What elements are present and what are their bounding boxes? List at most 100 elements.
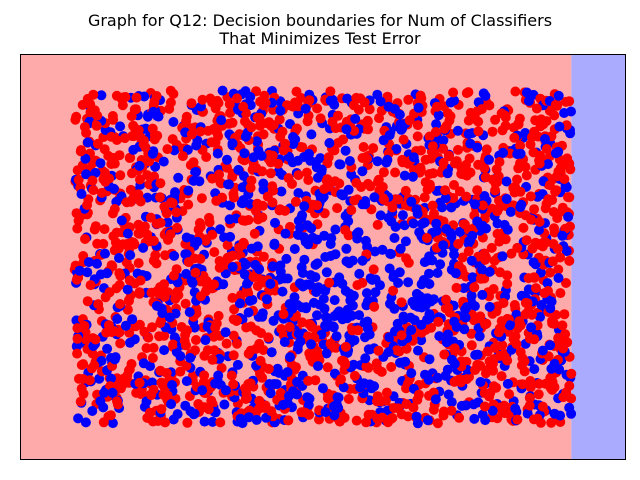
data-point-red xyxy=(557,320,568,331)
data-point-blue xyxy=(289,244,300,254)
data-point-red xyxy=(489,342,500,353)
data-point-red xyxy=(225,107,236,118)
data-point-red xyxy=(465,167,476,178)
data-point-red xyxy=(214,169,225,180)
data-point-blue xyxy=(80,153,91,164)
data-point-blue xyxy=(459,324,470,335)
data-point-blue xyxy=(245,100,256,111)
data-point-red xyxy=(131,92,142,103)
data-point-blue xyxy=(295,222,305,233)
data-point-blue xyxy=(445,97,456,108)
data-point-blue xyxy=(424,268,434,279)
data-point-red xyxy=(274,114,285,125)
data-point-red xyxy=(531,103,542,114)
data-point-red xyxy=(522,298,533,309)
data-point-red xyxy=(496,108,507,119)
data-point-red xyxy=(333,110,343,121)
data-point-red xyxy=(388,285,399,296)
data-point-red xyxy=(155,365,166,376)
data-point-red xyxy=(396,330,407,341)
data-point-red xyxy=(510,86,521,97)
data-point-red xyxy=(109,204,120,214)
data-point-red xyxy=(448,193,459,203)
data-point-red xyxy=(226,370,237,381)
data-point-red xyxy=(457,375,468,385)
data-point-blue xyxy=(360,235,371,246)
data-point-red xyxy=(263,332,274,343)
data-point-red xyxy=(207,354,218,365)
data-point-blue xyxy=(298,281,308,292)
data-point-red xyxy=(475,273,486,284)
data-point-blue xyxy=(147,148,158,159)
data-point-blue xyxy=(222,154,232,165)
data-point-blue xyxy=(424,309,435,320)
data-point-red xyxy=(181,111,192,122)
data-point-blue xyxy=(129,334,140,345)
data-point-red xyxy=(195,253,206,264)
data-point-blue xyxy=(115,121,126,132)
data-point-blue xyxy=(128,144,139,155)
data-point-red xyxy=(138,135,149,146)
data-point-red xyxy=(530,115,541,126)
data-point-blue xyxy=(312,310,322,321)
data-point-red xyxy=(180,298,191,309)
data-point-red xyxy=(561,387,572,398)
data-point-blue xyxy=(557,230,568,241)
data-point-blue xyxy=(293,328,304,339)
data-point-red xyxy=(362,116,373,127)
data-point-red xyxy=(515,140,526,151)
data-point-red xyxy=(520,309,531,320)
data-point-red xyxy=(227,117,238,128)
data-point-blue xyxy=(409,300,420,311)
data-point-red xyxy=(139,326,150,337)
data-point-blue xyxy=(83,257,94,268)
data-point-red xyxy=(509,132,520,143)
data-point-red xyxy=(150,250,161,261)
data-point-blue xyxy=(276,186,287,197)
data-point-red xyxy=(560,96,571,107)
data-point-red xyxy=(258,100,269,111)
data-point-red xyxy=(324,277,335,288)
data-point-blue xyxy=(498,147,508,158)
data-point-red xyxy=(155,178,166,189)
data-point-red xyxy=(420,154,431,165)
data-point-blue xyxy=(554,364,565,375)
data-point-red xyxy=(513,163,524,174)
data-point-red xyxy=(547,256,558,267)
data-point-red xyxy=(336,374,346,385)
data-point-red xyxy=(112,396,122,407)
data-point-red xyxy=(315,113,326,124)
data-point-blue xyxy=(434,331,445,342)
data-point-red xyxy=(194,218,205,228)
data-point-red xyxy=(168,339,179,350)
data-point-red xyxy=(122,238,133,249)
data-point-blue xyxy=(417,218,428,229)
data-point-red xyxy=(165,85,176,96)
data-point-red xyxy=(90,334,101,345)
data-point-blue xyxy=(504,320,515,331)
data-point-blue xyxy=(292,377,303,387)
data-point-blue xyxy=(502,378,513,389)
data-point-blue xyxy=(282,273,293,284)
data-point-blue xyxy=(407,171,418,182)
data-point-red xyxy=(127,168,137,179)
data-point-red xyxy=(381,387,392,398)
data-point-blue xyxy=(369,381,380,392)
data-point-blue xyxy=(545,303,556,314)
data-point-red xyxy=(176,322,187,332)
data-point-blue xyxy=(413,102,424,113)
data-point-blue xyxy=(389,233,400,243)
data-point-blue xyxy=(251,136,262,147)
data-point-red xyxy=(217,192,228,203)
data-point-red xyxy=(73,174,84,185)
data-point-blue xyxy=(253,145,264,156)
data-point-red xyxy=(141,343,152,354)
data-point-red xyxy=(191,335,201,345)
data-point-red xyxy=(553,264,564,275)
data-point-red xyxy=(312,200,323,211)
data-point-blue xyxy=(284,391,294,401)
data-point-blue xyxy=(74,265,85,276)
data-point-blue xyxy=(546,363,557,374)
data-point-blue xyxy=(378,135,389,146)
data-point-blue xyxy=(463,129,474,139)
